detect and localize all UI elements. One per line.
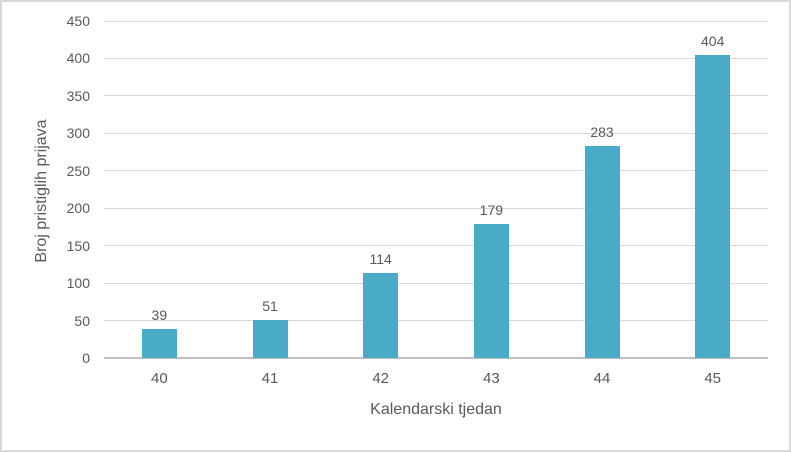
bar bbox=[363, 272, 399, 358]
bar bbox=[695, 55, 731, 358]
gridline bbox=[104, 170, 768, 172]
bar bbox=[141, 328, 177, 358]
x-axis-tick-labels: 40 41 42 43 44 45 bbox=[104, 370, 768, 387]
gridline bbox=[104, 57, 768, 59]
x-tick-label: 45 bbox=[704, 370, 722, 387]
x-tick-label: 41 bbox=[261, 370, 279, 387]
plot-area: 39 51 114 179 283 404 bbox=[104, 20, 768, 359]
bar-slot: 404 bbox=[657, 34, 768, 358]
bar bbox=[252, 319, 288, 358]
x-axis-line bbox=[104, 357, 768, 359]
data-label: 179 bbox=[479, 201, 504, 218]
data-label: 404 bbox=[701, 33, 725, 50]
bar-slot: 179 bbox=[436, 201, 547, 358]
y-tick-label: 450 bbox=[66, 13, 90, 29]
data-label: 283 bbox=[590, 124, 614, 141]
bar bbox=[473, 223, 509, 358]
x-tick-label: 40 bbox=[150, 370, 168, 387]
gridline bbox=[104, 132, 768, 134]
gridline bbox=[104, 95, 768, 97]
y-tick-label: 0 bbox=[82, 350, 90, 366]
x-tick-label: 43 bbox=[483, 370, 500, 387]
bar bbox=[584, 146, 620, 358]
gridline bbox=[104, 207, 768, 209]
y-tick-label: 400 bbox=[66, 50, 90, 67]
x-axis-title: Kalendarski tjedan bbox=[370, 401, 502, 418]
data-label: 51 bbox=[262, 297, 278, 314]
y-tick-label: 300 bbox=[66, 125, 90, 142]
gridline bbox=[104, 282, 768, 284]
bar-slot: 51 bbox=[215, 297, 326, 358]
y-tick-label: 250 bbox=[66, 162, 90, 179]
y-tick-label: 200 bbox=[66, 200, 90, 217]
gridline bbox=[104, 320, 768, 322]
bar-slot: 39 bbox=[104, 306, 215, 358]
gridline bbox=[104, 245, 768, 247]
y-tick-label: 50 bbox=[74, 312, 90, 329]
y-tick-label: 350 bbox=[66, 87, 90, 104]
data-label: 114 bbox=[369, 250, 392, 267]
bar-slot: 283 bbox=[547, 125, 658, 358]
y-tick-label: 100 bbox=[66, 275, 90, 292]
gridline bbox=[104, 20, 768, 22]
bar-slot: 114 bbox=[325, 250, 436, 358]
x-tick-label: 44 bbox=[593, 370, 611, 387]
bar-series: 39 51 114 179 283 404 bbox=[104, 21, 768, 358]
y-tick-label: 150 bbox=[66, 237, 90, 254]
x-tick-label: 42 bbox=[372, 370, 390, 387]
data-label: 39 bbox=[151, 306, 168, 323]
